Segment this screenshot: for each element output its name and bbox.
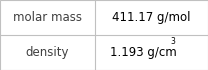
Text: 411.17 g/mol: 411.17 g/mol (112, 11, 191, 24)
Text: molar mass: molar mass (13, 11, 82, 24)
Text: 3: 3 (171, 37, 176, 46)
Text: 1.193 g/cm: 1.193 g/cm (110, 46, 176, 59)
Text: density: density (26, 46, 69, 59)
